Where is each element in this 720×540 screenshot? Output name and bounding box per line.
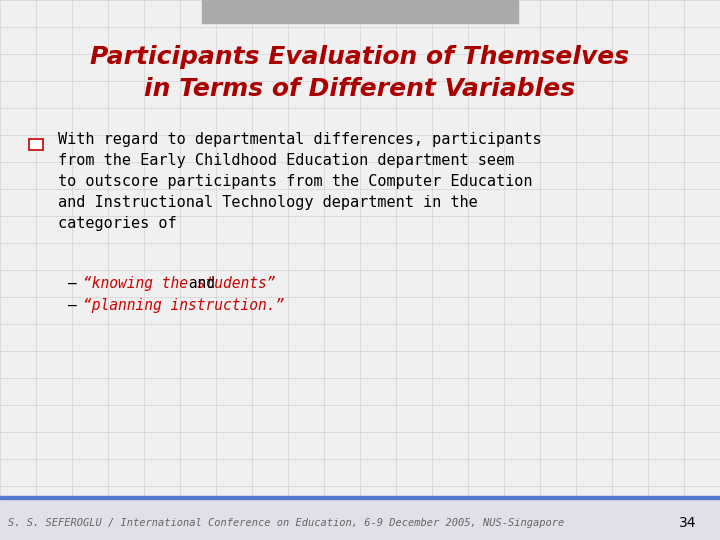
Text: Dr. S. S. SEFEROGLU / International Conference on Education, 6-9 December 2005, : Dr. S. S. SEFEROGLU / International Conf… [0,518,564,528]
Text: and: and [180,276,215,291]
Text: –: – [68,276,77,291]
Text: –: – [68,298,77,313]
Text: With regard to departmental differences, participants
from the Early Childhood E: With regard to departmental differences,… [58,132,541,231]
Text: “planning instruction.”: “planning instruction.” [83,298,284,313]
Bar [0,496,720,499]
Text: in Terms of Different Variables: in Terms of Different Variables [145,77,575,101]
Text: Participants Evaluation of Themselves: Participants Evaluation of Themselves [91,45,629,69]
Bar [29,139,43,150]
Text: “knowing the students”: “knowing the students” [83,276,275,291]
Bar [202,0,518,23]
Bar [0,499,720,540]
Text: 34: 34 [679,516,696,530]
